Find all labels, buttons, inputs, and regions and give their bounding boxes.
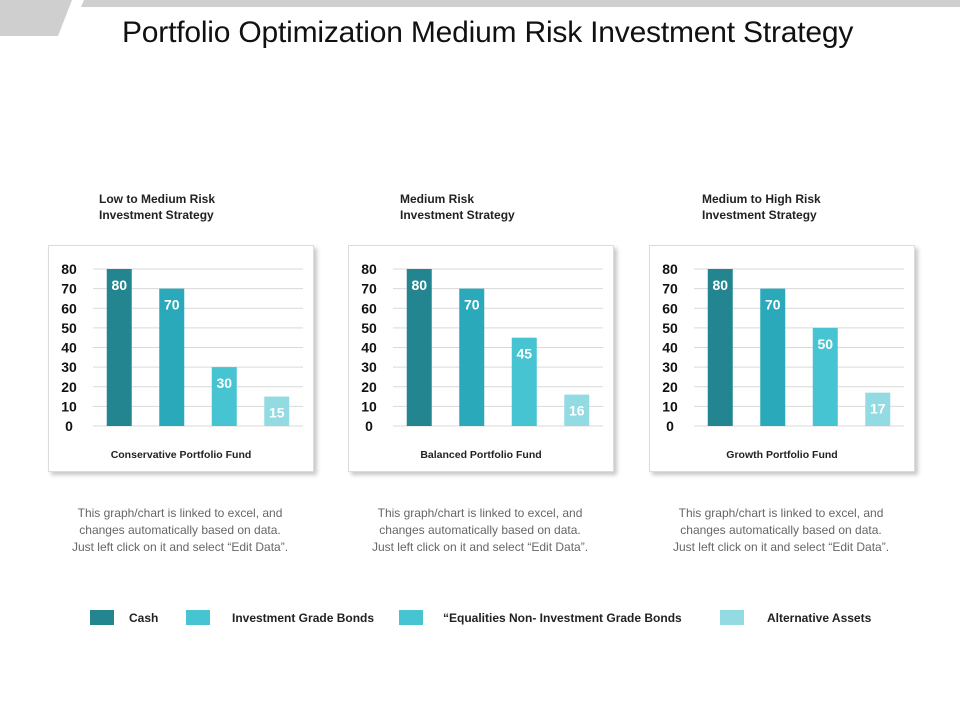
- chart-note-conservative: This graph/chart is linked to excel, and…: [48, 505, 312, 556]
- y-tick-label: 0: [365, 418, 373, 434]
- legend-label-investment-grade-bonds: Investment Grade Bonds: [232, 611, 375, 625]
- data-label: 80: [111, 277, 127, 293]
- fund-label: Conservative Portfolio Fund: [110, 449, 252, 461]
- bar-1: [707, 269, 733, 426]
- y-tick-label: 20: [662, 379, 678, 395]
- y-tick-label: 40: [361, 340, 377, 356]
- bar-1: [106, 269, 132, 426]
- y-tick-label: 60: [662, 300, 678, 316]
- bar-chart-balanced[interactable]: 0 10 20 30 40 50 60 70 80 80 70 45 16: [349, 246, 613, 471]
- bar-4: [564, 394, 590, 426]
- legend-label-cash: Cash: [129, 611, 159, 625]
- bar-chart-conservative[interactable]: 0 10 20 30 40 50 60 70 80 80 70 30 15: [49, 246, 313, 471]
- data-label: 70: [164, 297, 180, 313]
- data-label: 17: [870, 401, 886, 417]
- y-tick-label: 70: [361, 281, 377, 297]
- top-bar-right-strip: [81, 0, 960, 7]
- data-label: 15: [269, 405, 285, 421]
- y-tick-label: 50: [61, 320, 77, 336]
- y-tick-label: 0: [666, 418, 674, 434]
- data-label: 80: [411, 277, 427, 293]
- bar-2: [159, 288, 185, 426]
- legend-swatch-investment-grade-bonds: [186, 610, 210, 625]
- y-tick-label: 20: [361, 379, 377, 395]
- legend-label-equalities: “Equalities Non- Investment Grade Bonds: [443, 611, 682, 625]
- bar-2: [760, 288, 786, 426]
- panel-heading-medium: Medium Risk Investment Strategy: [400, 191, 600, 223]
- y-tick-label: 30: [61, 359, 77, 375]
- chart-card-growth[interactable]: 0 10 20 30 40 50 60 70 80 80 70 50 17 Growth Portfol…: [649, 245, 915, 472]
- panel-heading-line: Investment Strategy: [400, 208, 515, 222]
- bar-3: [812, 327, 838, 426]
- data-label: 80: [712, 277, 728, 293]
- data-label: 16: [569, 403, 585, 419]
- y-tick-label: 10: [61, 398, 77, 414]
- top-bar-left-shape: [0, 0, 72, 36]
- y-tick-label: 20: [61, 379, 77, 395]
- y-tick-label: 60: [61, 300, 77, 316]
- note-line: This graph/chart is linked to excel, and: [377, 506, 583, 520]
- y-tick-label: 80: [361, 261, 377, 277]
- y-tick-label: 10: [361, 398, 377, 414]
- panel-heading-line: Low to Medium Risk: [99, 192, 216, 206]
- y-tick-label: 50: [662, 320, 678, 336]
- data-label: 50: [817, 336, 833, 352]
- bar-4: [264, 396, 290, 426]
- y-tick-label: 10: [662, 398, 678, 414]
- legend-swatch-cash: [90, 610, 114, 625]
- panel-heading-line: Investment Strategy: [702, 208, 817, 222]
- panel-heading-line: Medium Risk: [400, 192, 475, 206]
- data-label: 70: [464, 297, 480, 313]
- bar-1: [406, 269, 432, 426]
- y-tick-label: 70: [61, 281, 77, 297]
- note-line: changes automatically based on data.: [680, 523, 882, 537]
- note-line: changes automatically based on data.: [379, 523, 581, 537]
- y-tick-label: 30: [361, 359, 377, 375]
- chart-note-growth: This graph/chart is linked to excel, and…: [649, 505, 913, 556]
- panel-heading-line: Medium to High Risk: [702, 192, 821, 206]
- fund-label: Growth Portfolio Fund: [726, 449, 838, 461]
- note-line: This graph/chart is linked to excel, and: [678, 506, 884, 520]
- data-label: 45: [516, 346, 532, 362]
- y-tick-label: 80: [662, 261, 678, 277]
- y-tick-label: 40: [61, 340, 77, 356]
- chart-card-conservative[interactable]: 0 10 20 30 40 50 60 70 80 80 70 30 15 Conservative P…: [48, 245, 314, 472]
- data-label: 70: [765, 297, 781, 313]
- note-line: Just left click on it and select “Edit D…: [672, 540, 890, 554]
- page-title: Portfolio Optimization Medium Risk Inves…: [122, 16, 854, 49]
- bar-3: [211, 367, 237, 426]
- bar-4: [865, 392, 891, 426]
- panel-heading-line: Investment Strategy: [99, 208, 214, 222]
- y-tick-label: 60: [361, 300, 377, 316]
- note-line: Just left click on it and select “Edit D…: [371, 540, 589, 554]
- note-line: changes automatically based on data.: [79, 523, 281, 537]
- legend-swatch-alternative-assets: [720, 610, 744, 625]
- note-line: This graph/chart is linked to excel, and: [77, 506, 283, 520]
- y-tick-label: 80: [61, 261, 77, 277]
- legend-swatch-equalities: [399, 610, 423, 625]
- panel-heading-medium-high: Medium to High Risk Investment Strategy: [702, 191, 902, 223]
- bar-2: [459, 288, 485, 426]
- legend-label-alternative-assets: Alternative Assets: [767, 611, 872, 625]
- y-tick-label: 0: [65, 418, 73, 434]
- y-tick-label: 40: [662, 340, 678, 356]
- data-label: 30: [216, 375, 232, 391]
- note-line: Just left click on it and select “Edit D…: [71, 540, 289, 554]
- y-tick-label: 30: [662, 359, 678, 375]
- y-tick-label: 50: [361, 320, 377, 336]
- fund-label: Balanced Portfolio Fund: [420, 449, 542, 461]
- chart-card-balanced[interactable]: 0 10 20 30 40 50 60 70 80 80 70 45 16 Balanced Portf…: [348, 245, 614, 472]
- chart-note-balanced: This graph/chart is linked to excel, and…: [348, 505, 612, 556]
- panel-heading-low-medium: Low to Medium Risk Investment Strategy: [99, 191, 299, 223]
- y-tick-label: 70: [662, 281, 678, 297]
- bar-3: [511, 337, 537, 426]
- bar-chart-growth[interactable]: 0 10 20 30 40 50 60 70 80 80 70 50 17: [650, 246, 914, 471]
- top-decorative-bar: [0, 0, 960, 36]
